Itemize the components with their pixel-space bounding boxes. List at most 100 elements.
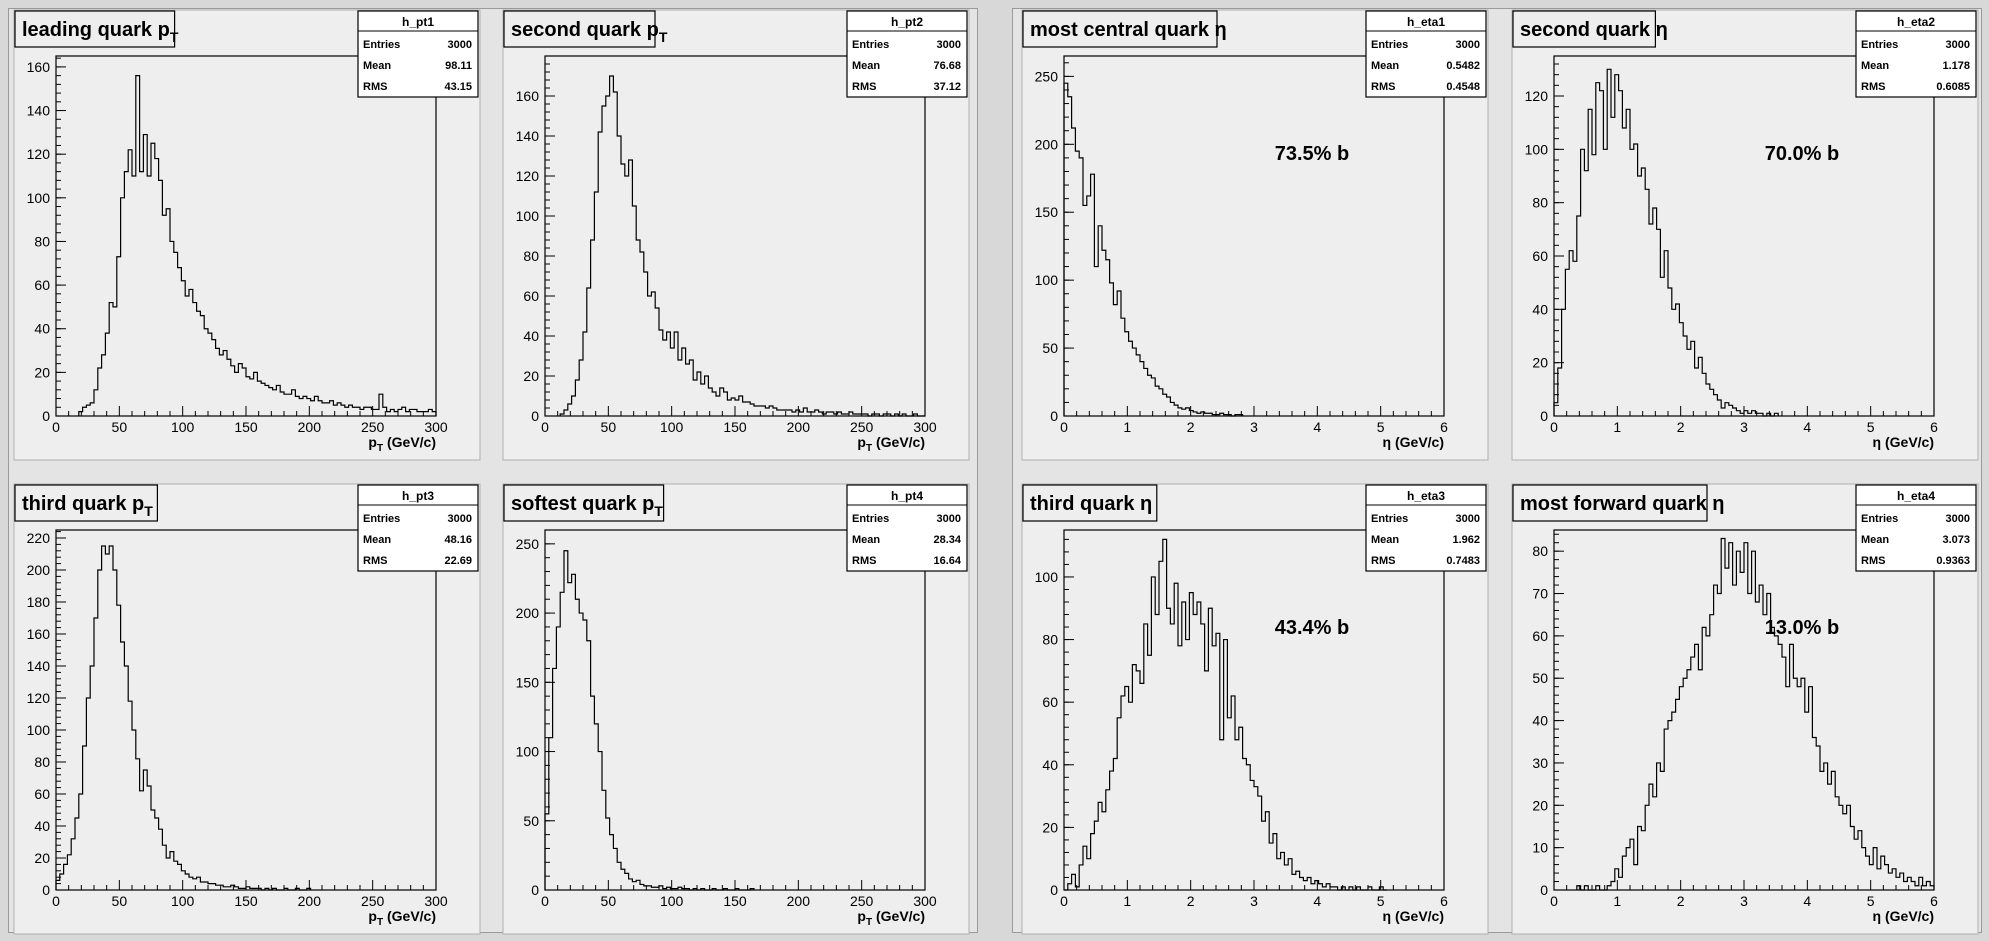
- pad-title: second quark pT: [503, 10, 668, 48]
- title-main: third quark p: [22, 493, 144, 515]
- title-main: softest quark p: [511, 493, 654, 515]
- x-tick-label: 300: [424, 419, 448, 435]
- x-axis-label-unit: (GeV/c): [383, 434, 436, 450]
- x-tick-label: 0: [1550, 893, 1558, 909]
- x-axis-label-subscript: T: [377, 917, 383, 928]
- title-text: softest quark pT: [511, 493, 663, 519]
- stats-rms-label: RMS: [363, 555, 387, 567]
- stats-histogram-name: h_eta3: [1407, 489, 1445, 503]
- y-tick-label: 250: [516, 536, 540, 552]
- stats-mean-label: Mean: [1371, 534, 1399, 546]
- y-tick-label: 70: [1532, 586, 1548, 602]
- y-tick-label: 0: [42, 882, 50, 898]
- x-axis-label-symbol: p: [368, 908, 377, 924]
- stats-mean-value: 76.68: [933, 60, 961, 72]
- stats-entries-value: 3000: [448, 513, 472, 525]
- title-main: most forward quark η: [1520, 493, 1724, 515]
- stats-histogram-name: h_pt3: [402, 489, 434, 503]
- stats-box: h_eta1 Entries 3000 Mean 0.5482 RMS 0.4548: [1365, 10, 1487, 98]
- y-tick-label: 60: [34, 786, 50, 802]
- x-tick-label: 150: [723, 419, 747, 435]
- histogram-outline: [544, 550, 755, 891]
- x-tick-label: 4: [1313, 419, 1321, 435]
- y-tick-label: 100: [1035, 569, 1059, 585]
- stats-histogram-name: h_pt1: [402, 15, 434, 29]
- y-tick-label: 140: [516, 128, 540, 144]
- y-axis-ticks: 0 50 100 150 200 250: [516, 529, 555, 898]
- stats-rms-value: 0.6085: [1936, 81, 1970, 93]
- y-tick-label: 120: [27, 690, 51, 706]
- x-axis-label: η (GeV/c): [1873, 434, 1934, 450]
- title-box: [1512, 484, 1708, 522]
- b-fraction-annotation: 70.0% b: [1765, 143, 1839, 165]
- stats-histogram-name: h_pt2: [891, 15, 923, 29]
- title-main: most central quark η: [1030, 19, 1227, 41]
- y-tick-label: 220: [27, 530, 51, 546]
- y-tick-label: 100: [516, 208, 540, 224]
- stats-mean-label: Mean: [1861, 534, 1889, 546]
- title-subscript: T: [659, 29, 668, 45]
- y-tick-label: 100: [27, 190, 51, 206]
- y-tick-label: 100: [516, 744, 540, 760]
- y-axis-ticks: 0 20 40 60 80 100 120 140 160: [516, 55, 555, 424]
- stats-box: h_eta4 Entries 3000 Mean 3.073 RMS 0.9363: [1855, 484, 1977, 572]
- title-subscript: T: [654, 503, 663, 519]
- title-box: [14, 484, 158, 522]
- stats-entries-label: Entries: [363, 513, 400, 525]
- x-axis-label-symbol: η: [1383, 434, 1392, 450]
- histogram-outline: [1064, 538, 1387, 891]
- y-tick-label: 140: [27, 103, 51, 119]
- x-axis-ticks: 0 50 100 150 200 250 300: [541, 406, 937, 435]
- y-tick-label: 160: [27, 59, 51, 75]
- x-axis-label-symbol: p: [368, 434, 377, 450]
- x-tick-label: 250: [361, 419, 385, 435]
- y-tick-label: 40: [1532, 713, 1548, 729]
- x-tick-label: 6: [1930, 419, 1938, 435]
- x-axis-ticks: 0 1 2 3 4 5 6: [1060, 880, 1448, 909]
- title-box: [1512, 10, 1656, 48]
- stats-entries-value: 3000: [448, 39, 472, 51]
- x-axis-label: η (GeV/c): [1873, 908, 1934, 924]
- b-fraction-annotation: 73.5% b: [1275, 143, 1349, 165]
- y-tick-label: 20: [1532, 355, 1548, 371]
- y-tick-label: 0: [1050, 408, 1058, 424]
- stats-box-border: [1855, 484, 1977, 572]
- y-tick-label: 50: [523, 813, 539, 829]
- x-axis-ticks: 0 1 2 3 4 5 6: [1060, 406, 1448, 435]
- y-tick-label: 40: [34, 818, 50, 834]
- x-axis-label-symbol: η: [1873, 908, 1882, 924]
- stats-entries-label: Entries: [1371, 39, 1408, 51]
- y-tick-label: 20: [34, 364, 50, 380]
- x-tick-label: 200: [298, 419, 322, 435]
- stats-mean-label: Mean: [363, 534, 391, 546]
- x-tick-label: 4: [1803, 419, 1811, 435]
- x-tick-label: 2: [1187, 893, 1195, 909]
- y-tick-label: 0: [1050, 882, 1058, 898]
- x-axis-label-symbol: η: [1383, 908, 1392, 924]
- x-axis-label-unit: (GeV/c): [872, 908, 925, 924]
- stats-rms-value: 43.15: [444, 81, 472, 93]
- stats-rms-value: 0.9363: [1936, 555, 1970, 567]
- title-text: third quark pT: [22, 493, 153, 519]
- x-tick-label: 5: [1377, 893, 1385, 909]
- stats-rms-label: RMS: [1861, 81, 1885, 93]
- title-subscript: T: [170, 29, 179, 45]
- pad-title: third quark η: [1022, 484, 1158, 522]
- x-axis-label-subscript: T: [377, 443, 383, 454]
- x-axis-label-unit: (GeV/c): [872, 434, 925, 450]
- x-tick-label: 0: [541, 419, 549, 435]
- stats-box-border: [1855, 10, 1977, 98]
- x-tick-label: 2: [1677, 419, 1685, 435]
- title-main: second quark p: [511, 19, 659, 41]
- stats-mean-value: 0.5482: [1446, 60, 1480, 72]
- stats-mean-value: 48.16: [444, 534, 472, 546]
- stats-box-border: [846, 10, 968, 98]
- stats-rms-value: 0.7483: [1446, 555, 1480, 567]
- y-tick-label: 60: [1532, 248, 1548, 264]
- y-axis-ticks: 0 20 40 60 80 100 120 140 160: [27, 57, 66, 424]
- histogram-outline: [55, 545, 312, 891]
- stats-rms-label: RMS: [852, 81, 876, 93]
